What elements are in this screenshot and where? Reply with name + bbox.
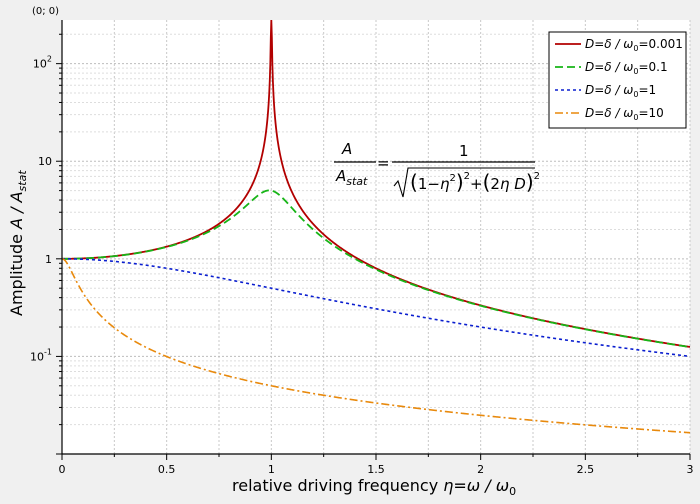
legend-label-1: D=δ / ω0=0.001	[585, 37, 683, 53]
formula-lhs-denominator: Astat	[335, 167, 368, 188]
formula-sqrt-sign	[393, 167, 535, 198]
legend-label-2: D=δ / ω0=0.1	[585, 60, 668, 76]
y-tick-label: 102	[33, 55, 52, 71]
formula-rhs-numerator: 1	[459, 142, 469, 160]
x-tick-label: 1	[268, 463, 275, 476]
x-tick-label: 2	[477, 463, 484, 476]
legend-label-3: D=δ / ω0=1	[585, 83, 656, 99]
y-tick-label: 10-1	[30, 347, 52, 363]
x-tick-label: 2.5	[577, 463, 595, 476]
grid	[61, 20, 691, 455]
legend-box	[548, 31, 687, 129]
formula-rhs-denominator: (1−η2)2+(2η D)2	[410, 170, 540, 194]
x-tick-label: 1.5	[367, 463, 385, 476]
legend: D=δ / ω0=0.001 D=δ / ω0=0.1 D=δ / ω0=1 D=δ …	[548, 31, 687, 129]
series-line-3	[62, 258, 691, 358]
series-layer	[61, 19, 691, 434]
x-tick-label: 0	[59, 463, 66, 476]
formula-lhs-numerator: A	[341, 140, 352, 158]
y-tick-label: 10	[38, 155, 52, 168]
axes: 0 0.5 1 1.5 2 2.5 3 10-1 1 10 102	[30, 20, 694, 476]
formula-equals: =	[377, 154, 390, 172]
formula-annotation: A Astat = 1 (1−η2)2+(2η D)2	[334, 140, 540, 198]
x-axis-title: relative driving frequency η=ω / ω0	[232, 476, 516, 498]
legend-label-4: D=δ / ω0=10	[585, 106, 664, 122]
series-line-2	[62, 189, 691, 348]
x-tick-label: 3	[687, 463, 694, 476]
origin-corner-label: (0; 0)	[32, 6, 59, 17]
y-axis-title: Amplitude A / Astat	[7, 170, 29, 316]
x-tick-label: 0.5	[158, 463, 176, 476]
series-line-4	[61, 258, 691, 434]
y-tick-label: 1	[45, 253, 52, 266]
